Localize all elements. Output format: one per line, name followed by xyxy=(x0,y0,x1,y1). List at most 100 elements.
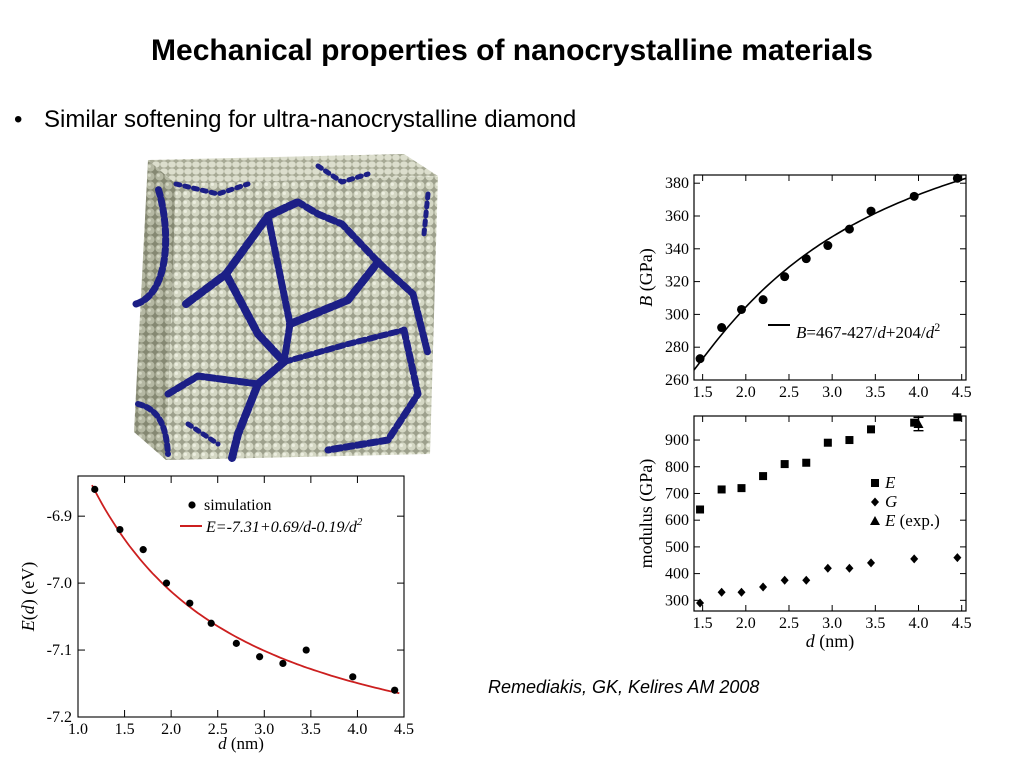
y-axis-label-symbol: E xyxy=(18,620,38,632)
data-point-square xyxy=(717,485,726,494)
y-tick-label: -6.9 xyxy=(47,508,72,525)
y-axis-label-d: d xyxy=(18,604,38,614)
y-tick-label: -7.2 xyxy=(47,709,72,726)
data-point xyxy=(186,599,194,607)
fit-curve xyxy=(693,177,967,371)
data-point xyxy=(736,304,746,314)
y-tick-label: 280 xyxy=(665,339,689,356)
y-tick-label: 800 xyxy=(665,459,689,476)
x-tick-label: 2.0 xyxy=(736,615,756,632)
y-tick-label: 340 xyxy=(665,241,689,258)
legend-text: =-7.31+0.69/d-0.19/d xyxy=(216,519,358,536)
data-point xyxy=(116,525,124,534)
data-point xyxy=(349,673,357,681)
data-point-diamond xyxy=(780,575,789,585)
y-tick-label: -7.0 xyxy=(47,575,72,592)
legend-label-simulation: simulation xyxy=(204,497,272,514)
legend-superscript: 2 xyxy=(357,516,363,528)
data-point xyxy=(279,659,287,668)
energy-chart: -6.9 -7.0 -7.1 -7.21.0 1.5 2.0 2.5 3.0 3.5 4.0 4.5… xyxy=(18,475,414,753)
y-tick-label: 900 xyxy=(665,432,689,449)
legend-label: E (exp.) xyxy=(884,511,940,530)
data-point xyxy=(695,354,705,364)
y-tick-label: 500 xyxy=(665,539,689,556)
y-tick-label: 380 xyxy=(665,175,689,192)
x-axis-label-unit: (nm) xyxy=(227,734,264,753)
legend-superscript: 2 xyxy=(934,320,940,334)
x-tick-label: 1.5 xyxy=(693,615,713,632)
data-point-square xyxy=(759,472,768,481)
y-axis-label: B (GPa) xyxy=(636,248,657,307)
legend-series-name: E xyxy=(884,511,896,530)
data-point-square xyxy=(823,438,832,447)
x-tick-label: 3.5 xyxy=(301,721,321,738)
x-axis-label-unit: (nm) xyxy=(815,631,855,652)
data-point-square xyxy=(737,484,746,493)
x-tick-label: 3.0 xyxy=(822,384,842,401)
data-point xyxy=(232,639,240,647)
data-point xyxy=(391,686,399,694)
slide-title: Mechanical properties of nanocrystalline… xyxy=(151,34,873,67)
x-tick-label: 1.5 xyxy=(115,721,135,738)
data-point-diamond xyxy=(823,563,832,573)
legend-text: =467-427/ xyxy=(806,323,877,342)
data-point-diamond xyxy=(696,598,705,608)
x-axis-label-symbol: d xyxy=(806,631,816,651)
y-tick-label: 300 xyxy=(665,306,689,323)
data-point xyxy=(844,224,854,234)
y-tick-label: 260 xyxy=(665,372,689,389)
plot-frame xyxy=(77,475,405,718)
data-point-triangle xyxy=(913,419,924,429)
data-point-diamond xyxy=(845,563,854,573)
y-axis-label-text: ( xyxy=(18,614,39,620)
data-point xyxy=(717,323,727,333)
legend-marker-diamond xyxy=(871,497,879,507)
y-tick-label: 360 xyxy=(665,208,689,225)
x-tick-label: 1.0 xyxy=(68,721,88,738)
y-tick-label: 600 xyxy=(665,512,689,529)
data-point-square xyxy=(696,505,705,514)
x-axis-label-symbol: d xyxy=(218,734,227,753)
x-axis-label: d (nm) xyxy=(218,734,264,753)
x-tick-label: 4.0 xyxy=(909,384,929,401)
legend-series-name: G xyxy=(885,492,897,511)
data-point-square xyxy=(953,413,962,422)
citation: Remediakis, GK, Kelires AM 2008 xyxy=(488,677,760,697)
x-tick-label: 4.0 xyxy=(909,615,929,632)
y-axis-label-symbol: B xyxy=(636,296,656,307)
y-tick-label: 700 xyxy=(665,485,689,502)
y-tick-label: -7.1 xyxy=(47,642,72,659)
y-tick-label: 320 xyxy=(665,274,689,291)
fit-curve xyxy=(91,484,400,695)
data-point-diamond xyxy=(737,587,746,597)
legend-d: d xyxy=(926,323,935,342)
data-point xyxy=(302,646,310,654)
legend-marker-triangle xyxy=(870,516,880,525)
x-tick-label: 3.5 xyxy=(865,384,885,401)
data-point xyxy=(91,485,99,493)
y-axis-label: E(d) (eV) xyxy=(18,562,39,632)
y-tick-label: 300 xyxy=(665,592,689,609)
legend-text: +204/ xyxy=(886,323,926,342)
x-tick-label: 2.5 xyxy=(779,384,799,401)
legend-label: G xyxy=(885,492,897,511)
nanocrystal-cube-image xyxy=(132,154,438,462)
data-point xyxy=(139,546,147,554)
legend-d: d xyxy=(877,323,886,342)
legend-symbol: B xyxy=(796,323,807,342)
plot-frame xyxy=(693,415,967,612)
data-point xyxy=(162,579,171,587)
bullet-item: • Similar softening for ultra-nanocrystal… xyxy=(14,106,576,134)
legend-label: E xyxy=(884,473,896,492)
legend-series-suffix: (exp.) xyxy=(895,511,939,530)
x-tick-label: 3.0 xyxy=(822,615,842,632)
data-point-diamond xyxy=(802,575,811,585)
data-point-square xyxy=(845,436,854,445)
data-point-diamond xyxy=(910,554,919,564)
data-point xyxy=(256,653,264,661)
legend-marker-simulation xyxy=(188,501,196,509)
x-tick-label: 3.5 xyxy=(865,615,885,632)
data-point xyxy=(780,272,790,282)
plot-frame xyxy=(693,174,967,381)
legend-label-fit: E=-7.31+0.69/d-0.19/d2 xyxy=(205,516,363,536)
